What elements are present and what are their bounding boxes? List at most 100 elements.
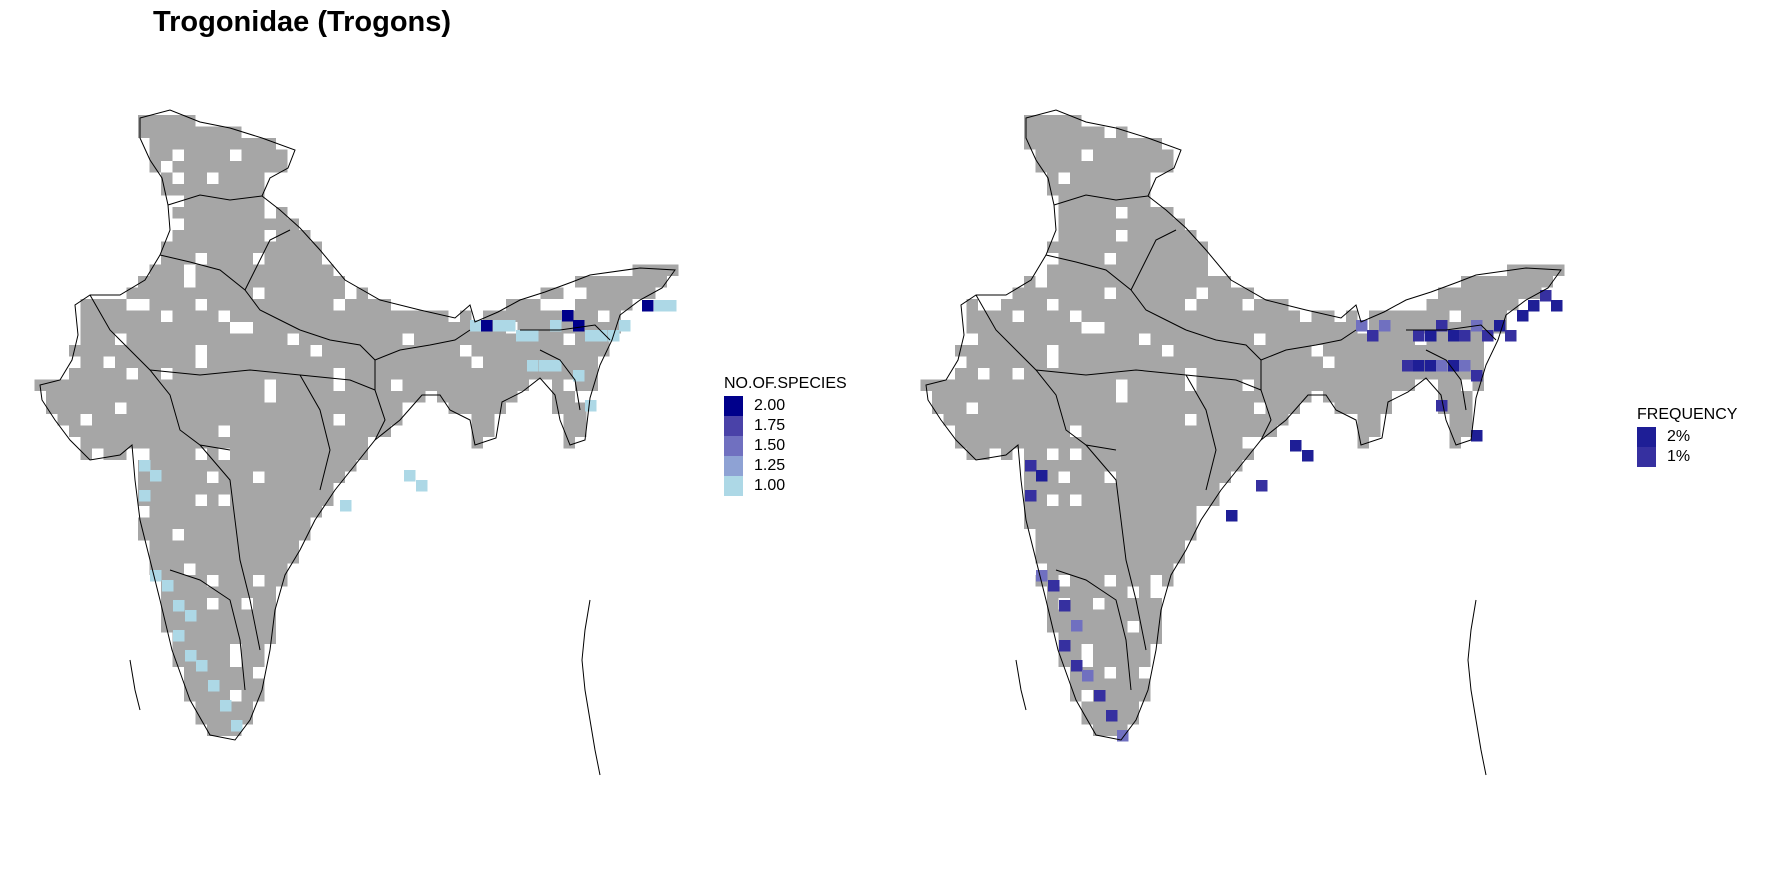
grid-cell (161, 241, 173, 253)
grid-cell (1093, 287, 1105, 299)
highlight-cell (562, 310, 574, 322)
grid-cell (218, 218, 230, 230)
grid-cell (46, 391, 58, 403)
grid-cell (1035, 483, 1047, 495)
grid-cell (115, 322, 127, 334)
grid-cell (207, 138, 219, 150)
grid-cell (1346, 391, 1358, 403)
grid-cell (264, 437, 276, 449)
grid-cell (1484, 287, 1496, 299)
grid-cell (1507, 276, 1519, 288)
grid-cell (1139, 506, 1151, 518)
grid-cell (1196, 425, 1208, 437)
grid-cell (161, 276, 173, 288)
grid-cell (80, 345, 92, 357)
grid-cell (989, 356, 1001, 368)
grid-cell (1116, 345, 1128, 357)
grid-cell (310, 494, 322, 506)
grid-cell (1081, 264, 1093, 276)
grid-cell (1116, 690, 1128, 702)
grid-cell (1024, 391, 1036, 403)
grid-cell (276, 299, 288, 311)
grid-cell (563, 322, 575, 334)
grid-cell (368, 356, 380, 368)
grid-cell (1070, 598, 1082, 610)
grid-cell (1162, 460, 1174, 472)
grid-cell (1185, 287, 1197, 299)
grid-cell (1081, 471, 1093, 483)
grid-cell (207, 529, 219, 541)
grid-cell (172, 264, 184, 276)
grid-cell (1277, 310, 1289, 322)
grid-cell (115, 437, 127, 449)
grid-cell (161, 356, 173, 368)
grid-cell (241, 563, 253, 575)
grid-cell (1127, 310, 1139, 322)
grid-cell (575, 276, 587, 288)
grid-cell (1047, 184, 1059, 196)
grid-cell (460, 333, 472, 345)
grid-cell (1035, 540, 1047, 552)
highlight-cell (1256, 480, 1268, 492)
grid-cell (506, 310, 518, 322)
grid-cell (1139, 287, 1151, 299)
grid-cell (1369, 425, 1381, 437)
grid-cell (92, 322, 104, 334)
grid-cell (218, 333, 230, 345)
grid-cell (1093, 621, 1105, 633)
grid-cell (379, 379, 391, 391)
grid-cell (1093, 356, 1105, 368)
grid-cell (230, 368, 242, 380)
grid-cell (1162, 356, 1174, 368)
grid-cell (1093, 701, 1105, 713)
grid-cell (517, 356, 529, 368)
highlight-cell (1413, 360, 1425, 372)
grid-cell (276, 575, 288, 587)
grid-cell (264, 402, 276, 414)
grid-cell (195, 402, 207, 414)
grid-cell (264, 333, 276, 345)
grid-cell (1346, 368, 1358, 380)
grid-cell (1173, 310, 1185, 322)
grid-cell (379, 333, 391, 345)
grid-cell (1001, 310, 1013, 322)
grid-cell (1104, 414, 1116, 426)
highlight-cells (1025, 290, 1563, 742)
grid-cell (1185, 241, 1197, 253)
grid-cell (195, 241, 207, 253)
grid-cell (517, 299, 529, 311)
grid-cell (1196, 276, 1208, 288)
grid-cell (195, 517, 207, 529)
grid-cell (1334, 345, 1346, 357)
grid-cell (1357, 356, 1369, 368)
grid-cell (287, 483, 299, 495)
grid-cell (172, 506, 184, 518)
grid-cell (184, 529, 196, 541)
grid-cell (172, 322, 184, 334)
grid-cell (172, 471, 184, 483)
grid-cell (287, 494, 299, 506)
grid-cell (149, 299, 161, 311)
highlight-cell (493, 320, 505, 332)
grid-cell (379, 368, 391, 380)
grid-cell (1162, 471, 1174, 483)
grid-cell (1093, 333, 1105, 345)
grid-cell (322, 402, 334, 414)
grid-cell (264, 322, 276, 334)
grid-cell (1035, 460, 1047, 472)
grid-cell (115, 379, 127, 391)
grid-cell (92, 368, 104, 380)
grid-cell (218, 149, 230, 161)
grid-cell (126, 356, 138, 368)
grid-cell (241, 701, 253, 713)
state-border (1130, 229, 1177, 291)
grid-cell (276, 402, 288, 414)
highlight-cell (573, 320, 585, 332)
grid-cell (1231, 287, 1243, 299)
grid-cell (1058, 517, 1070, 529)
grid-cell (1081, 621, 1093, 633)
grid-cell (230, 701, 242, 713)
grid-cell (287, 345, 299, 357)
grid-cell (1162, 149, 1174, 161)
grid-cell (955, 425, 967, 437)
